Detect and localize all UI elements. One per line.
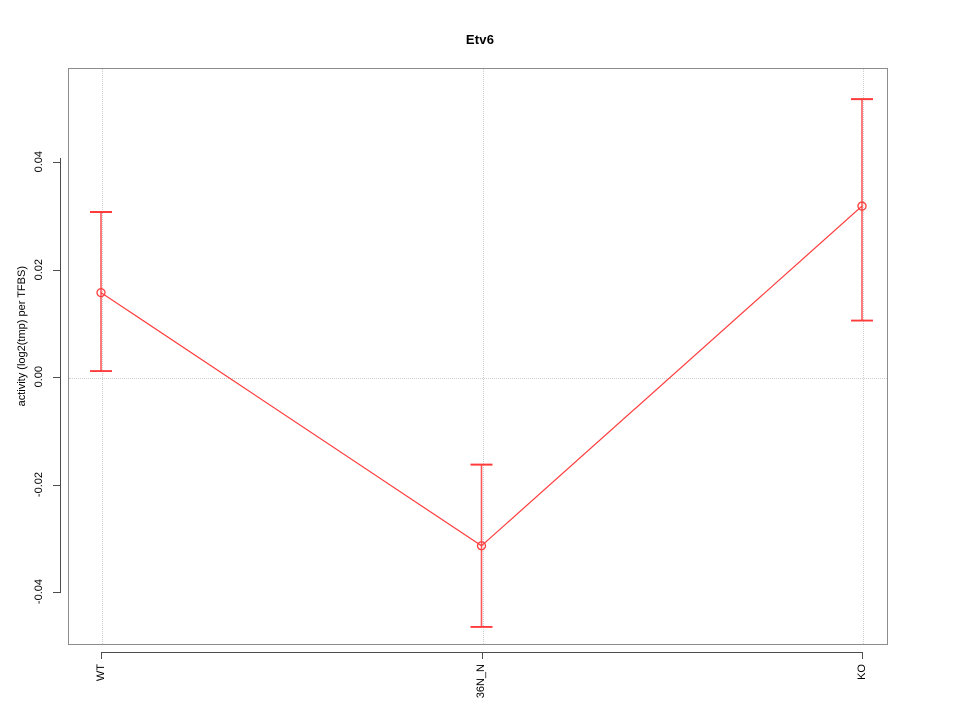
gridline-vertical [863,69,865,644]
y-axis-tick [53,269,60,271]
page-title: Etv6 [465,32,495,47]
y-axis-title: activity (log2(tmp) per TFBS) [14,266,30,406]
y-axis-tick-label-text: -0.02 [32,471,45,498]
x-axis-tick [862,652,863,659]
y-axis-line [60,158,61,593]
plot-area [68,68,888,645]
y-axis-tick [53,484,60,486]
y-axis-tick-label-text: 0.04 [32,151,45,173]
x-axis-tick-label-text: KO [855,664,868,680]
y-axis-tick-label-text: 0.00 [32,366,45,388]
x-axis-tick-label-text: WT [94,664,107,682]
plot-inner [69,69,887,644]
y-axis-tick [53,377,60,378]
gridline-vertical [482,69,485,644]
y-axis-tick [53,162,60,163]
gridline-vertical [102,69,104,644]
x-axis-tick [101,652,102,659]
gridline-zero-reference [69,378,887,380]
y-axis-tick-label-text: -0.04 [32,579,45,605]
x-axis-tick-label-text: 36N_N [475,664,487,699]
y-axis-title-label: activity (log2(tmp) per TFBS) [15,266,28,407]
y-axis-tick-label-text: 0.02 [32,258,45,281]
y-axis-tick [53,592,60,593]
x-axis-tick [481,652,483,659]
